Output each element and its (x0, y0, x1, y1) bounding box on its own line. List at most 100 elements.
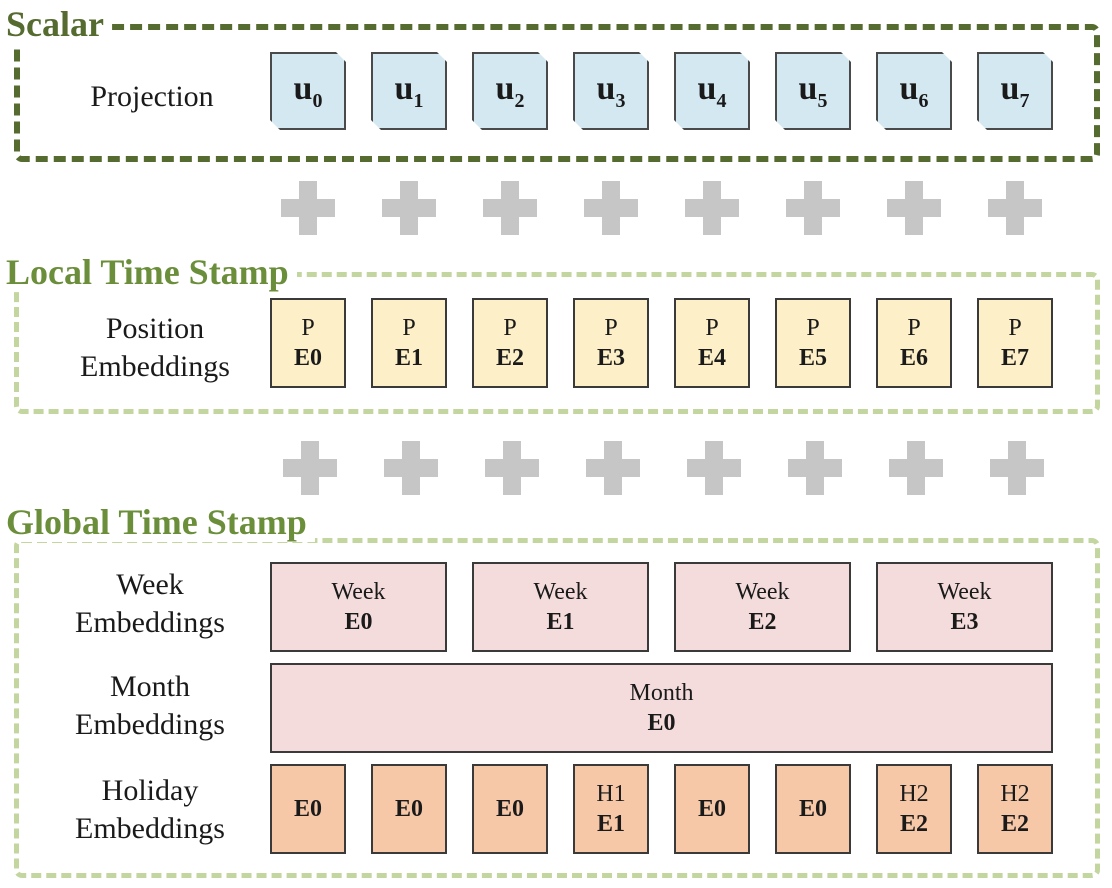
week-label-line1: Week (116, 568, 184, 601)
holiday-embedding-box: E0 (270, 764, 346, 854)
projection-token: u4 (674, 52, 750, 130)
box-top-text: P (806, 315, 820, 341)
box-bottom-text: E0 (394, 796, 423, 822)
plus-icon (687, 441, 741, 495)
box-top-text: P (402, 315, 416, 341)
projection-token: u7 (977, 52, 1053, 130)
plus-icon (786, 181, 840, 235)
position-embeddings-label: Position Embeddings (50, 310, 260, 386)
plus-icon (586, 441, 640, 495)
token-text: u5 (798, 69, 828, 112)
plus-icon (889, 441, 943, 495)
token-text: u0 (293, 69, 323, 112)
plus-icon (382, 181, 436, 235)
position-embedding-box: P E2 (472, 298, 548, 388)
box-bottom-text: E1 (546, 609, 575, 635)
plus-icon (685, 181, 739, 235)
box-bottom-text: E0 (697, 796, 726, 822)
month-label-line2: Embeddings (75, 708, 225, 741)
projection-token: u2 (472, 52, 548, 130)
scalar-frame (14, 24, 1100, 162)
box-bottom-text: E0 (344, 609, 373, 635)
box-bottom-text: E7 (1000, 345, 1029, 371)
box-bottom-text: E4 (697, 345, 726, 371)
plus-icon (281, 181, 335, 235)
projection-token: u3 (573, 52, 649, 130)
holiday-label-line2: Embeddings (75, 812, 225, 845)
box-top-text: Week (735, 579, 790, 605)
position-embedding-box: P E7 (977, 298, 1053, 388)
box-top-text: P (705, 315, 719, 341)
token-text: u1 (394, 69, 424, 112)
holiday-embedding-box: E0 (371, 764, 447, 854)
plus-icon (283, 441, 337, 495)
box-bottom-text: E3 (596, 345, 625, 371)
week-embedding-box: Week E2 (674, 562, 851, 652)
box-bottom-text: E6 (899, 345, 928, 371)
local-timestamp-title: Local Time Stamp (6, 252, 297, 292)
box-top-text: P (907, 315, 921, 341)
token-text: u2 (495, 69, 525, 112)
box-top-text: P (1008, 315, 1022, 341)
position-embedding-box: P E5 (775, 298, 851, 388)
box-bottom-text: E0 (293, 345, 322, 371)
holiday-embedding-box: H2 E2 (876, 764, 952, 854)
box-bottom-text: E2 (495, 345, 524, 371)
box-bottom-text: E0 (647, 710, 676, 736)
box-bottom-text: E2 (1000, 811, 1029, 837)
box-top-text: Week (937, 579, 992, 605)
plus-icon (788, 441, 842, 495)
box-top-text: H2 (899, 781, 929, 807)
box-top-text: H1 (596, 781, 626, 807)
projection-token: u5 (775, 52, 851, 130)
holiday-label-line1: Holiday (101, 774, 199, 807)
global-timestamp-title: Global Time Stamp (6, 502, 315, 542)
holiday-embeddings-label: Holiday Embeddings (50, 772, 250, 848)
position-label-line1: Position (105, 312, 205, 345)
box-top-text: Week (533, 579, 588, 605)
week-label-line2: Embeddings (75, 606, 225, 639)
holiday-embedding-box: E0 (674, 764, 750, 854)
plus-icon (483, 181, 537, 235)
box-bottom-text: E0 (798, 796, 827, 822)
box-bottom-text: E0 (293, 796, 322, 822)
projection-token: u1 (371, 52, 447, 130)
position-embedding-box: P E1 (371, 298, 447, 388)
plus-icon (485, 441, 539, 495)
week-embeddings-label: Week Embeddings (50, 566, 250, 642)
month-embedding-box: Month E0 (270, 663, 1053, 753)
box-bottom-text: E1 (394, 345, 423, 371)
box-bottom-text: E3 (950, 609, 979, 635)
box-top-text: P (604, 315, 618, 341)
position-label-line2: Embeddings (80, 350, 230, 383)
projection-token: u0 (270, 52, 346, 130)
box-bottom-text: E5 (798, 345, 827, 371)
week-embedding-box: Week E3 (876, 562, 1053, 652)
token-text: u3 (596, 69, 626, 112)
week-embedding-box: Week E1 (472, 562, 649, 652)
projection-label: Projection (90, 80, 214, 113)
holiday-embedding-box: H2 E2 (977, 764, 1053, 854)
holiday-embedding-box: E0 (472, 764, 548, 854)
local-timestamp-frame (14, 272, 1100, 414)
holiday-embedding-box: H1 E1 (573, 764, 649, 854)
month-embeddings-label: Month Embeddings (50, 668, 250, 744)
box-bottom-text: E2 (899, 811, 928, 837)
token-text: u6 (899, 69, 929, 112)
box-top-text: P (301, 315, 315, 341)
position-embedding-box: P E0 (270, 298, 346, 388)
position-embedding-box: P E3 (573, 298, 649, 388)
token-text: u7 (1000, 69, 1030, 112)
plus-icon (990, 441, 1044, 495)
projection-token: u6 (876, 52, 952, 130)
token-text: u4 (697, 69, 727, 112)
position-embedding-box: P E6 (876, 298, 952, 388)
week-embedding-box: Week E0 (270, 562, 447, 652)
plus-icon (384, 441, 438, 495)
plus-icon (584, 181, 638, 235)
global-timestamp-frame (14, 538, 1100, 878)
scalar-title: Scalar (6, 4, 112, 44)
box-top-text: Week (331, 579, 386, 605)
box-top-text: P (503, 315, 517, 341)
plus-icon (988, 181, 1042, 235)
